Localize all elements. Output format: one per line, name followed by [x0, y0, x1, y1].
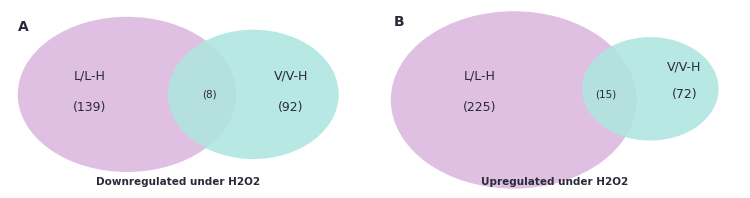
Text: Downregulated under H2O2: Downregulated under H2O2 [96, 177, 260, 187]
Text: L/L-H: L/L-H [74, 69, 106, 82]
Ellipse shape [582, 37, 718, 141]
Text: (225): (225) [463, 101, 496, 114]
Text: Upregulated under H2O2: Upregulated under H2O2 [481, 177, 628, 187]
Text: (8): (8) [202, 89, 216, 99]
Ellipse shape [18, 17, 236, 172]
Ellipse shape [168, 30, 339, 159]
Text: L/L-H: L/L-H [464, 69, 496, 82]
Ellipse shape [391, 11, 637, 189]
Text: A: A [18, 20, 28, 34]
Text: V/V-H: V/V-H [274, 69, 308, 82]
Text: B: B [394, 15, 405, 29]
Text: V/V-H: V/V-H [668, 60, 702, 73]
Text: (92): (92) [278, 101, 304, 114]
Text: (72): (72) [672, 88, 698, 101]
Text: (15): (15) [596, 89, 616, 99]
Text: (139): (139) [73, 101, 106, 114]
